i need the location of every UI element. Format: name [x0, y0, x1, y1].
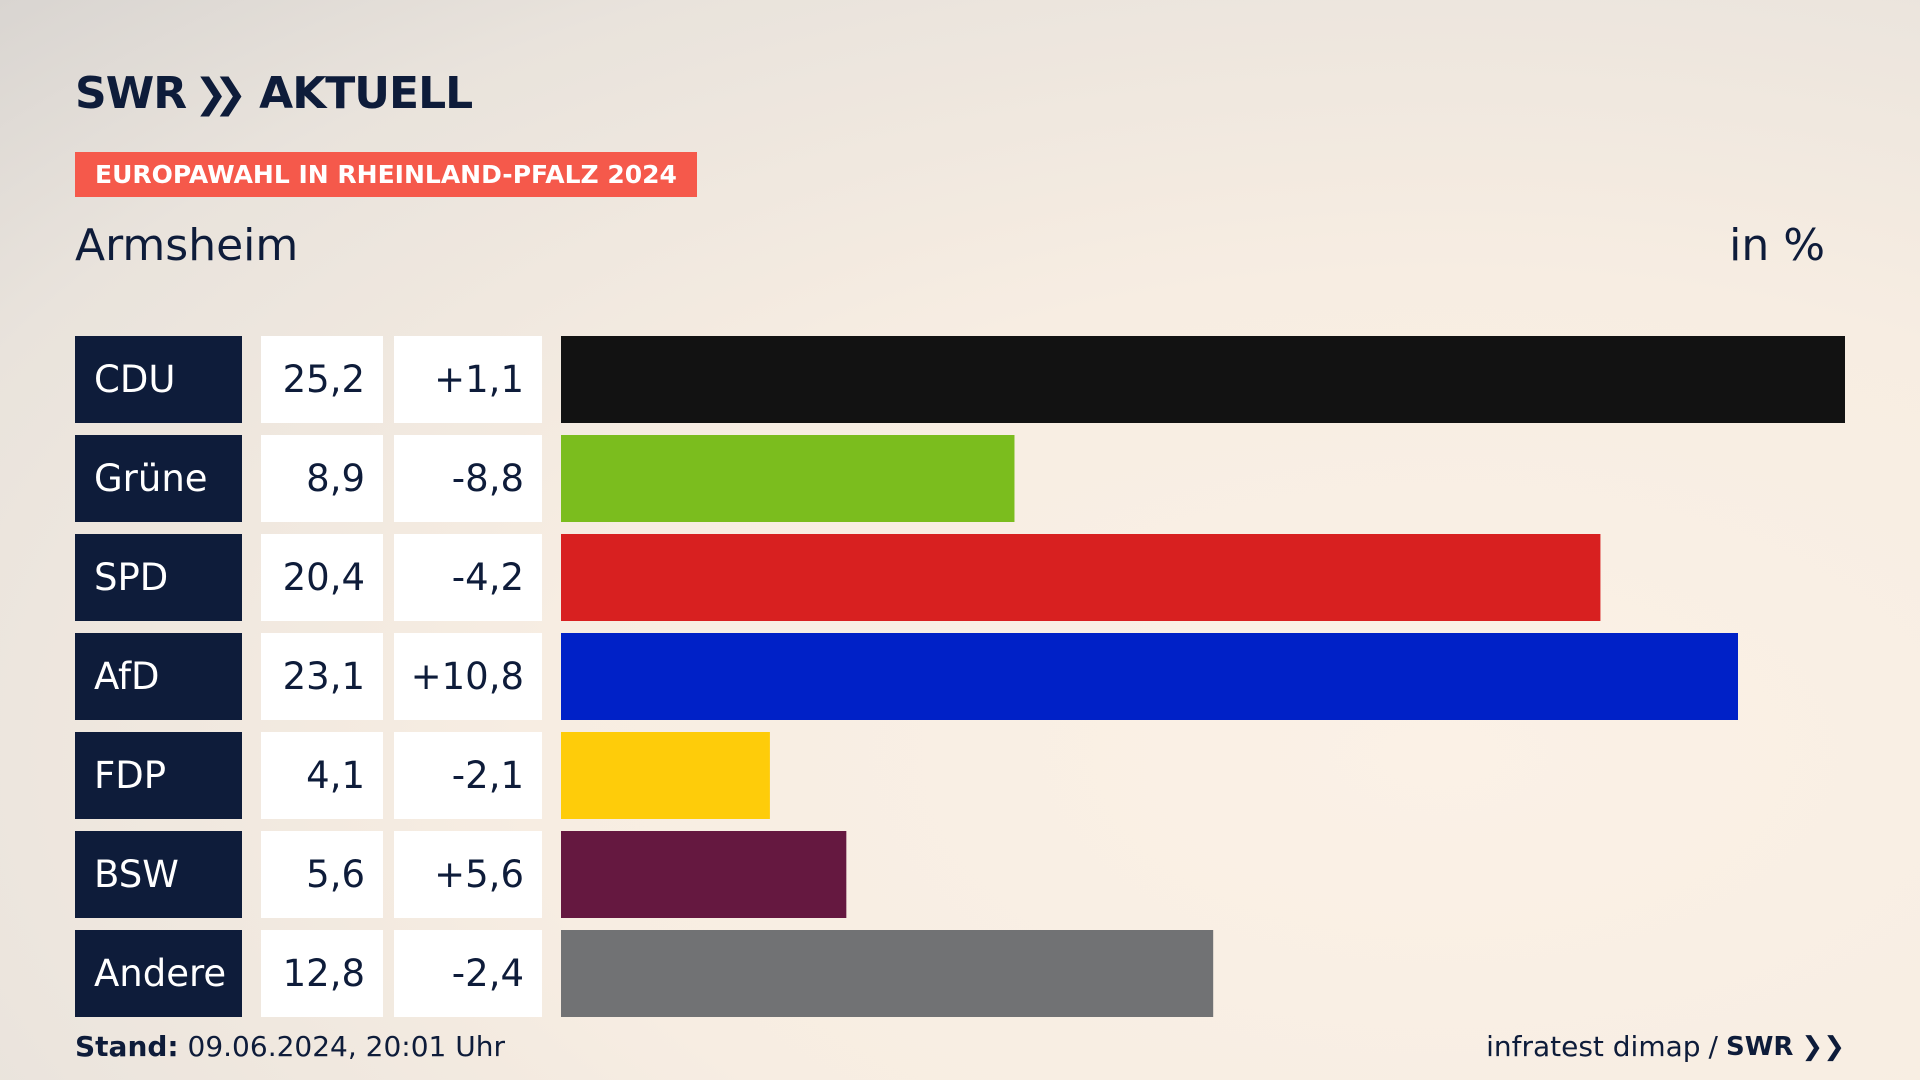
value-label: 20,4	[283, 556, 365, 599]
swr-aktuell-logo: SWR ❯❯ AKTUELL	[75, 68, 473, 119]
party-label-box	[75, 831, 242, 918]
bar-bsw	[561, 831, 847, 918]
value-label: 23,1	[283, 655, 365, 698]
value-box	[261, 930, 383, 1017]
party-label: BSW	[94, 853, 179, 896]
change-box	[394, 534, 542, 621]
small-chevron-icon: ❯❯	[1801, 1031, 1845, 1062]
logo-swr-text: SWR	[75, 68, 187, 119]
bar-fdp	[561, 732, 770, 819]
change-label: -4,2	[452, 556, 524, 599]
swr-small-logo: SWR	[1725, 1031, 1794, 1062]
party-label: AfD	[94, 655, 160, 698]
timestamp: Stand: 09.06.2024, 20:01 Uhr	[75, 1030, 505, 1063]
election-tag: EUROPAWAHL IN RHEINLAND-PFALZ 2024	[75, 152, 697, 197]
party-label-box	[75, 633, 242, 720]
stand-label: Stand:	[75, 1030, 179, 1063]
bar-grüne	[561, 435, 1015, 522]
bar-andere	[561, 930, 1214, 1017]
party-label: Grüne	[94, 457, 208, 500]
value-label: 12,8	[283, 952, 365, 995]
value-label: 8,9	[306, 457, 365, 500]
place-title: Armsheim	[75, 220, 299, 271]
value-box	[261, 336, 383, 423]
value-box	[261, 435, 383, 522]
change-box	[394, 336, 542, 423]
bar-cdu	[561, 336, 1845, 423]
change-box	[394, 930, 542, 1017]
stand-value: 09.06.2024, 20:01 Uhr	[187, 1030, 505, 1063]
party-label-box	[75, 930, 242, 1017]
bar-afd	[561, 633, 1738, 720]
value-label: 25,2	[283, 358, 365, 401]
change-label: -2,1	[452, 754, 524, 797]
value-box	[261, 831, 383, 918]
party-label-box	[75, 435, 242, 522]
bar-spd	[561, 534, 1601, 621]
source-text: infratest dimap	[1486, 1030, 1701, 1063]
change-label: +10,8	[411, 655, 524, 698]
party-label: CDU	[94, 358, 175, 401]
change-label: -8,8	[452, 457, 524, 500]
party-label-box	[75, 732, 242, 819]
change-box	[394, 831, 542, 918]
party-label: Andere	[94, 952, 226, 995]
source-separator: /	[1708, 1030, 1718, 1063]
unit-label: in %	[1729, 220, 1825, 271]
change-box	[394, 633, 542, 720]
party-label-box	[75, 336, 242, 423]
change-label: +1,1	[434, 358, 524, 401]
source-credit: infratest dimap / SWR ❯❯	[1486, 1030, 1845, 1063]
change-box	[394, 435, 542, 522]
party-label: FDP	[94, 754, 166, 797]
value-label: 5,6	[306, 853, 365, 896]
party-label: SPD	[94, 556, 168, 599]
value-label: 4,1	[306, 754, 365, 797]
value-box	[261, 633, 383, 720]
change-box	[394, 732, 542, 819]
value-box	[261, 732, 383, 819]
change-label: +5,6	[434, 853, 524, 896]
party-label-box	[75, 534, 242, 621]
value-box	[261, 534, 383, 621]
logo-aktuell-text: AKTUELL	[259, 68, 473, 119]
change-label: -2,4	[452, 952, 524, 995]
